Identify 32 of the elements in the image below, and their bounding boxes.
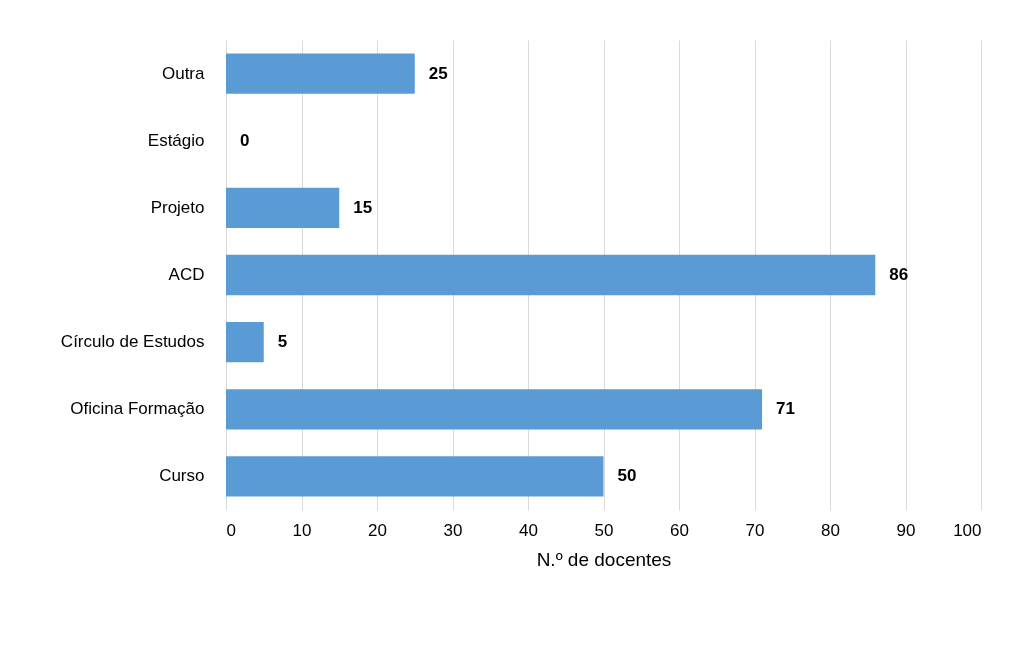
y-tick-label: Círculo de Estudos — [60, 332, 205, 352]
x-tick-label: 30 — [443, 520, 463, 540]
data-label: 25 — [428, 63, 448, 83]
y-tick-label: Estágio — [147, 130, 205, 150]
data-label: 5 — [277, 332, 288, 352]
y-tick-label: Outra — [161, 63, 206, 83]
x-tick-label: 100 — [953, 520, 982, 540]
x-tick-label: 80 — [821, 520, 840, 540]
data-label: 0 — [240, 130, 250, 150]
data-label: 50 — [617, 466, 637, 486]
bar — [226, 456, 604, 497]
x-axis-title: N.º de docentes — [536, 548, 672, 570]
bar — [226, 389, 763, 430]
y-tick-label: ACD — [168, 265, 205, 284]
y-tick-label: Curso — [159, 466, 205, 486]
y-tick-label: Oficina Formação — [70, 399, 205, 419]
x-tick-label: 70 — [745, 520, 765, 540]
bar — [226, 254, 876, 296]
data-label: 86 — [889, 265, 909, 284]
data-label: 15 — [353, 197, 373, 217]
x-tick-label: 60 — [670, 520, 689, 540]
bar — [226, 53, 415, 94]
x-tick-label: 90 — [896, 520, 916, 540]
y-tick-label: Projeto — [150, 197, 205, 217]
x-tick-label: 50 — [594, 520, 614, 540]
x-tick-label: 40 — [519, 520, 538, 540]
x-tick-label: 10 — [292, 520, 312, 540]
data-label: 71 — [776, 399, 795, 419]
x-tick-label: 0 — [226, 520, 236, 540]
bar — [226, 322, 264, 363]
x-tick-label: 20 — [368, 520, 387, 540]
bar — [226, 187, 340, 228]
